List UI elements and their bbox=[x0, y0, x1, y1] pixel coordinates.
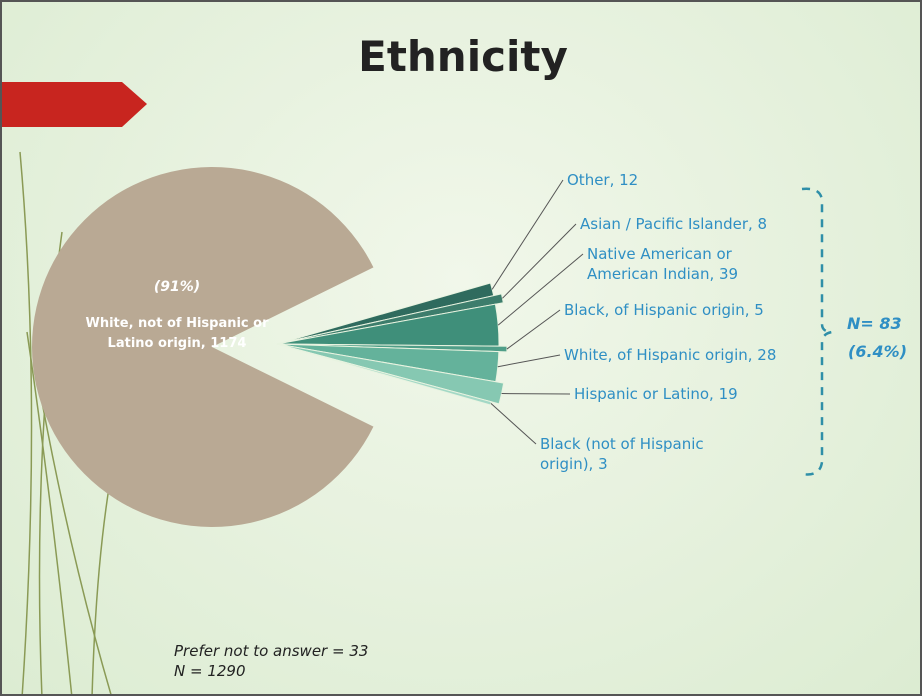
pie-slice bbox=[277, 304, 499, 346]
red-arrow bbox=[2, 82, 147, 127]
footnote: N = 1290 bbox=[174, 662, 246, 680]
annotation: N= 83 bbox=[847, 314, 902, 334]
leader-line bbox=[498, 355, 560, 367]
leader-line bbox=[491, 403, 536, 444]
slice-label: Asian / Pacific Islander, 8 bbox=[580, 214, 810, 234]
chart-title: Ethnicity bbox=[2, 32, 922, 81]
slice-label: White, not of Hispanic or Latino origin,… bbox=[77, 314, 277, 354]
slice-label: Native American or American Indian, 39 bbox=[587, 244, 777, 284]
annotation: (6.4%) bbox=[848, 342, 907, 362]
slice-label: White, of Hispanic origin, 28 bbox=[564, 345, 804, 365]
slice-label: Other, 12 bbox=[567, 170, 767, 190]
slice-label: Black (not of Hispanic origin), 3 bbox=[540, 434, 740, 474]
leader-line bbox=[502, 224, 576, 298]
slide: Ethnicity N= 83 (6.4%) Prefer not to ans… bbox=[0, 0, 922, 696]
leader-line bbox=[507, 310, 560, 349]
footnote: Prefer not to answer = 33 bbox=[174, 642, 368, 660]
slice-label: Black, of Hispanic origin, 5 bbox=[564, 300, 794, 320]
annotation: (91%) bbox=[142, 277, 212, 297]
slice-label: Hispanic or Latino, 19 bbox=[574, 384, 774, 404]
